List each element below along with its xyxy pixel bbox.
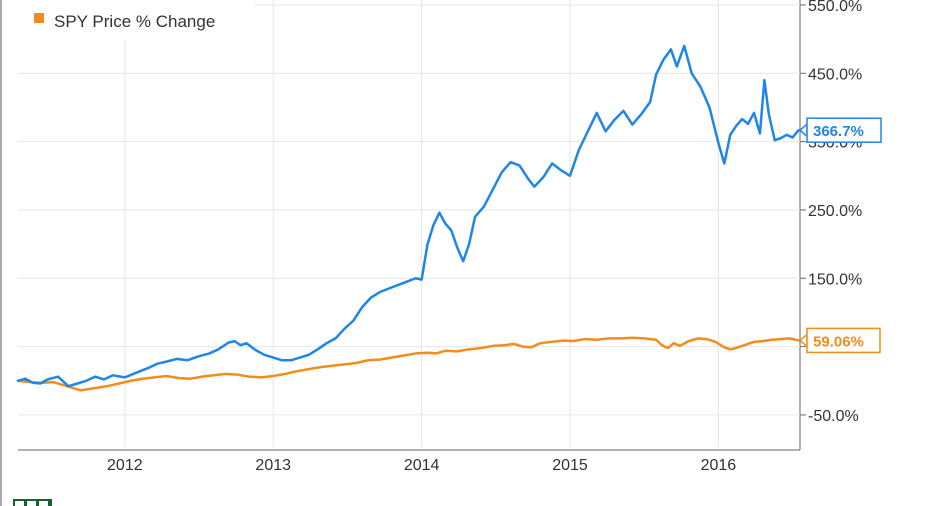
x-tick-label: 2013: [255, 457, 291, 474]
axis-layer: 550.0%450.0%350.0%250.0%150.0%-50.0%2012…: [107, 0, 862, 474]
x-tick-label: 2015: [552, 457, 588, 474]
legend: SPY Price % Change: [18, 0, 255, 40]
end-label-spy: 59.06%: [798, 327, 881, 354]
grid-layer: [0, 0, 806, 506]
series-line-spy: [16, 336, 800, 392]
legend-swatch-spy: [34, 13, 44, 23]
logo-detail: [27, 501, 36, 506]
series-layer: [16, 44, 800, 392]
end-label-box: [806, 327, 881, 354]
y-tick-label: 150.0%: [808, 271, 862, 288]
end-label-value: 59.06%: [813, 333, 864, 350]
y-tick-label: 550.0%: [808, 0, 862, 15]
end-label-layer: 366.7% 59.06%: [798, 117, 882, 354]
logo-detail: [15, 501, 24, 506]
logo-detail: [39, 501, 48, 506]
y-tick-label: 250.0%: [808, 203, 862, 220]
end-label-value: 366.7%: [813, 123, 864, 140]
y-tick-label: -50.0%: [808, 408, 859, 425]
x-tick-label: 2014: [404, 457, 440, 474]
x-tick-label: 2012: [107, 457, 143, 474]
series-line-stock: [16, 44, 800, 388]
logo-mark: [13, 499, 52, 506]
end-label-box: [806, 117, 882, 143]
end-label-stock: 366.7%: [798, 117, 882, 143]
x-tick-label: 2016: [701, 457, 737, 474]
end-label-pointer: [798, 122, 808, 138]
legend-label-spy: SPY Price % Change: [54, 12, 215, 31]
legend-background: [18, 0, 255, 40]
y-tick-label: 450.0%: [808, 66, 862, 83]
end-label-pointer: [798, 332, 808, 349]
